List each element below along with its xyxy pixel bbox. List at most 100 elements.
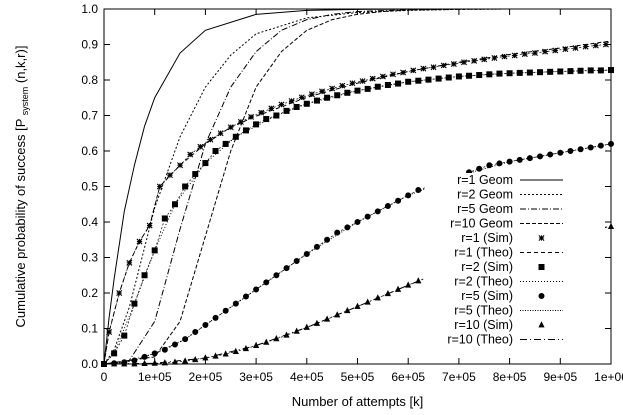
data-point xyxy=(263,279,270,286)
data-point xyxy=(450,61,457,68)
legend-backdrop xyxy=(425,216,605,231)
data-point xyxy=(319,88,325,95)
data-point xyxy=(334,92,341,99)
data-point xyxy=(364,298,371,305)
data-point xyxy=(324,94,331,101)
data-point xyxy=(253,121,260,128)
data-point xyxy=(131,300,138,307)
legend-marker xyxy=(538,263,545,270)
series-line xyxy=(103,40,612,365)
data-point xyxy=(425,76,432,83)
series-2 xyxy=(103,8,611,365)
data-point xyxy=(481,56,488,63)
data-point xyxy=(587,67,594,74)
data-point xyxy=(151,350,158,357)
legend-label: r=10 (Sim) xyxy=(454,318,513,332)
legend-label: r=2 Geom xyxy=(457,188,513,202)
legend-label: r=2 (Theo) xyxy=(454,275,513,289)
series-11 xyxy=(103,226,612,365)
data-point xyxy=(354,87,361,94)
legend-label: r=5 Geom xyxy=(457,202,513,216)
series-5 xyxy=(103,40,612,365)
data-point xyxy=(354,218,361,225)
data-point xyxy=(531,50,538,57)
y-tick-label: 1.0 xyxy=(81,2,98,16)
y-tick-label: 0.6 xyxy=(81,144,98,158)
legend-label: r=1 (Theo) xyxy=(454,246,513,260)
data-point xyxy=(182,357,189,364)
data-point xyxy=(455,73,462,80)
legend-label: r=10 Geom xyxy=(450,217,513,231)
series-line xyxy=(103,8,611,365)
data-point xyxy=(324,236,331,243)
data-point xyxy=(121,332,128,339)
data-point xyxy=(390,71,396,78)
x-tick-label: 2e+05 xyxy=(189,370,223,384)
legend-marker xyxy=(538,321,545,328)
series-line xyxy=(103,44,606,365)
y-tick-label: 0.9 xyxy=(81,38,98,52)
data-point xyxy=(349,80,356,87)
series-line xyxy=(103,69,612,365)
data-point xyxy=(268,105,275,112)
series-4 xyxy=(101,41,609,367)
data-point xyxy=(288,97,295,104)
data-point xyxy=(161,215,168,222)
y-tick-label: 0.5 xyxy=(81,180,98,194)
x-tick-label: 1e+06 xyxy=(594,370,623,384)
data-point xyxy=(496,70,503,77)
data-point xyxy=(471,57,478,64)
axis-ticks: 0 1e+05 2e+05 3e+05 4e+05 5e+05 6e+05 7e+05 8e+0… xyxy=(81,2,623,384)
x-tick-label: 7e+05 xyxy=(442,370,476,384)
data-point xyxy=(572,45,579,52)
data-point xyxy=(526,69,533,76)
data-point xyxy=(405,78,412,85)
data-point xyxy=(202,160,209,167)
data-point xyxy=(298,94,305,101)
legend-label: r=2 (Sim) xyxy=(461,260,513,274)
data-point xyxy=(313,97,320,104)
data-point xyxy=(501,53,508,60)
x-tick-label: 6e+05 xyxy=(391,370,425,384)
x-tick-label: 9e+05 xyxy=(543,370,577,384)
data-point xyxy=(182,183,189,190)
data-point xyxy=(126,259,133,266)
data-point xyxy=(111,350,118,357)
data-point xyxy=(166,172,173,179)
y-axis-title-main: Cumulative probability of success [P xyxy=(13,119,28,328)
data-point xyxy=(197,143,204,150)
y-tick-label: 0.3 xyxy=(81,251,98,265)
legend-backdrop xyxy=(425,289,605,304)
data-point xyxy=(293,258,300,265)
data-point xyxy=(557,149,564,156)
data-point xyxy=(608,140,615,147)
data-point xyxy=(156,183,163,190)
legend-label: r=5 (Sim) xyxy=(461,289,513,303)
data-point xyxy=(374,83,381,90)
data-point xyxy=(440,62,447,69)
data-point xyxy=(395,197,402,204)
data-point xyxy=(491,55,498,61)
data-point xyxy=(303,250,310,257)
series-line xyxy=(104,226,612,365)
legend-backdrop xyxy=(425,173,605,188)
data-point xyxy=(248,113,255,120)
data-point xyxy=(207,136,214,143)
data-point xyxy=(106,329,113,336)
data-point xyxy=(405,192,412,199)
data-point xyxy=(395,80,402,87)
data-point xyxy=(278,101,285,108)
data-point xyxy=(141,353,148,360)
data-point xyxy=(379,73,386,80)
x-tick-label: 0 xyxy=(101,370,108,384)
data-point xyxy=(313,319,321,326)
data-point xyxy=(460,59,467,66)
legend-marker xyxy=(538,235,545,241)
data-point xyxy=(212,147,219,154)
data-point xyxy=(187,151,194,158)
data-point xyxy=(486,162,493,169)
legend-label: r=5 (Theo) xyxy=(454,304,513,318)
x-tick-label: 8e+05 xyxy=(493,370,527,384)
series-line xyxy=(103,69,612,365)
